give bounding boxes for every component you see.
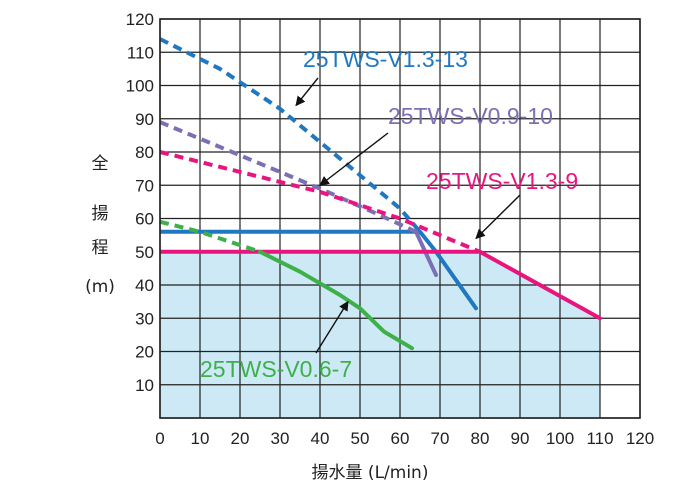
x-tick-label: 70 [431,429,450,448]
x-tick-label: 80 [471,429,490,448]
y-tick-label: 10 [135,376,154,395]
series-25tws-v0-6-7-solid-line [258,249,414,351]
y-tick-label: 90 [135,110,154,129]
y-tick-label: 110 [127,43,154,62]
y-tick-label: 40 [135,276,154,295]
series-label-25tws-v0-9-10: 25TWS-V0.9-10 [388,103,553,129]
y-tick-label: 20 [135,343,154,362]
series-25tws-v1-3-13-dashed-line [159,37,422,234]
y-axis-title-char: 揚 [92,204,109,224]
series-label-arrow [319,132,389,186]
series-label-arrow [475,194,521,240]
plot-frame [159,18,641,419]
series-25tws-v0-9-10-dashed-line [159,120,417,234]
series-label-25tws-v0-6-7: 25TWS-V0.6-7 [200,356,352,382]
series-25tws-v1-3-9-dashed-line [159,150,481,254]
series-label-arrow [295,77,319,107]
x-tick-label: 110 [586,429,613,448]
x-tick-label: 60 [391,429,410,448]
y-tick-label: 80 [135,143,154,162]
series-label-25tws-v1-3-13: 25TWS-V1.3-13 [303,46,468,72]
x-tick-label: 30 [271,429,290,448]
series-label-arrow [315,300,349,354]
y-axis-title-char: 程 [92,238,109,258]
x-axis-title: 揚水量 (L/min) [312,463,429,483]
y-tick-label: 120 [126,10,154,29]
x-tick-label: 90 [511,429,530,448]
y-tick-label: 100 [126,77,154,96]
y-tick-label: 30 [135,309,154,328]
y-axis-title-char: 全 [92,154,109,174]
x-tick-label: 20 [231,429,250,448]
x-tick-label: 0 [155,429,164,448]
x-tick-label: 10 [191,429,210,448]
y-axis-title-char: (m) [85,277,115,297]
x-tick-label: 40 [311,429,330,448]
operating-region [160,251,600,418]
y-tick-label: 50 [135,243,154,262]
y-tick-label: 60 [135,210,154,229]
series-label-25tws-v1-3-9: 25TWS-V1.3-9 [426,168,578,194]
x-tick-label: 120 [626,429,654,448]
y-tick-label: 70 [135,176,154,195]
series-25tws-v0-6-7-dashed-line [159,219,261,254]
x-tick-label: 100 [546,429,574,448]
x-tick-label: 50 [351,429,370,448]
series-25tws-v1-3-9-solid-line [478,249,602,321]
